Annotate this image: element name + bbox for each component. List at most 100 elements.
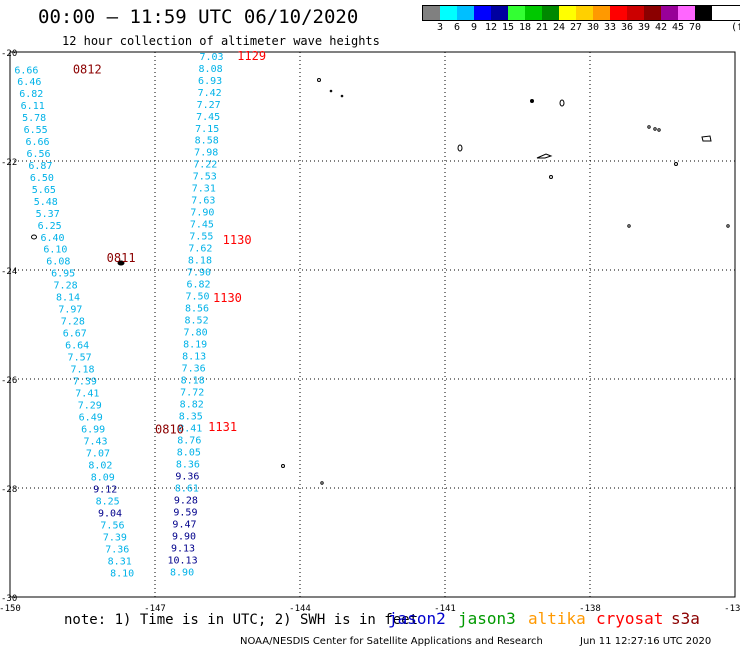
wave-height-label: 7.90: [187, 268, 211, 279]
legend-swatch: [457, 6, 474, 20]
wave-height-label: 7.28: [61, 317, 85, 328]
lat-tick-label: -26: [1, 376, 17, 386]
legend-swatch: [593, 6, 610, 20]
wave-height-label: 6.95: [51, 269, 75, 280]
legend-swatch: [627, 6, 644, 20]
wave-height-label: 6.87: [28, 161, 52, 172]
legend-swatch: [576, 6, 593, 20]
legend-tick-label: 21: [535, 22, 549, 33]
wave-height-label: 7.63: [191, 196, 215, 207]
wave-height-label: 8.41: [178, 424, 202, 435]
island: [726, 224, 730, 228]
wave-height-label: 6.82: [19, 89, 43, 100]
legend-tick-label: 42: [654, 22, 668, 33]
wave-height-label: 6.93: [198, 76, 222, 87]
wave-height-label: 6.64: [65, 341, 89, 352]
wave-height-label: 6.99: [81, 425, 105, 436]
credit-text: NOAA/NESDIS Center for Satellite Applica…: [240, 636, 543, 647]
pass-time-label: 1129: [237, 49, 266, 63]
wave-height-label: 6.08: [46, 257, 70, 268]
island: [117, 260, 125, 266]
wave-height-label: 9.36: [175, 471, 199, 482]
wave-height-label: 8.90: [170, 567, 194, 578]
island: [559, 99, 565, 107]
wave-height-label: 10.13: [167, 555, 197, 566]
wave-height-label: 7.55: [189, 232, 213, 243]
wave-height-label: 8.36: [176, 459, 200, 470]
lat-tick-label: -28: [1, 485, 17, 495]
satellite-name: cryosat: [596, 609, 664, 628]
wave-height-label: 8.18: [188, 256, 212, 267]
legend-tick-label: 45: [671, 22, 685, 33]
footer-note: note: 1) Time is in UTC; 2) SWH is in fe…: [64, 612, 419, 628]
satellite-name: jason2: [388, 609, 446, 628]
map-frame: [9, 51, 736, 598]
wave-height-label: 7.22: [193, 160, 217, 171]
pass-labels: 0812 0811 0810 1129 1130 1130 1131: [73, 49, 266, 437]
wave-height-label: 9.12: [93, 485, 117, 496]
satellite-name: s3a: [671, 609, 700, 628]
pass-time-label: 1130: [213, 291, 242, 305]
wave-height-label: 8.02: [88, 461, 112, 472]
wave-height-label: 7.39: [103, 533, 127, 544]
wave-height-label: 7.97: [58, 305, 82, 316]
legend-tick-label: 18: [518, 22, 532, 33]
wave-height-label: 8.82: [180, 400, 204, 411]
lon-tick-label: -138: [579, 604, 601, 614]
lat-tick-label: -24: [1, 267, 17, 277]
wave-height-label: 9.13: [171, 543, 195, 554]
legend-tick-label: 12: [484, 22, 498, 33]
island: [31, 234, 37, 240]
island: [647, 125, 651, 129]
wave-height-label: 7.72: [180, 388, 204, 399]
lon-tick-label: -147: [144, 604, 166, 614]
altimeter-tracks: 6.666.466.826.115.786.556.666.566.876.50…: [14, 52, 223, 580]
wave-height-label: 7.53: [193, 172, 217, 183]
pass-time-label: 0811: [107, 251, 136, 265]
wave-height-label: 5.78: [22, 113, 46, 124]
wave-height-label: 8.14: [56, 293, 80, 304]
lat-tick-label: -30: [1, 594, 17, 604]
legend-swatch: [440, 6, 457, 20]
wave-height-label: 5.65: [32, 185, 56, 196]
legend-tick-label: 6: [453, 22, 461, 33]
page-title: 00:00 – 11:59 UTC 06/10/2020: [38, 6, 359, 28]
wave-height-label: 5.48: [34, 197, 58, 208]
legend-swatch: [610, 6, 627, 20]
wave-height-label: 8.10: [110, 568, 134, 579]
wave-height-label: 6.46: [17, 77, 41, 88]
island: [536, 153, 553, 159]
wave-height-label: 7.36: [105, 544, 129, 555]
wave-height-label: 7.98: [194, 148, 218, 159]
legend-tick-label: 24: [552, 22, 566, 33]
wave-height-label: 7.31: [192, 184, 216, 195]
wave-height-label: 7.29: [78, 401, 102, 412]
wave-height-label: 6.11: [21, 101, 45, 112]
island: [627, 224, 631, 228]
wave-height-label: 6.66: [26, 137, 50, 148]
wave-height-label: 6.67: [63, 329, 87, 340]
legend-swatch: [559, 6, 576, 20]
wave-height-label: 8.31: [108, 556, 132, 567]
wave-height-label: 6.56: [26, 149, 50, 160]
pass-time-label: 1130: [223, 233, 252, 247]
island: [329, 89, 333, 93]
wave-height-label: 8.35: [179, 412, 203, 423]
island: [340, 94, 344, 98]
wave-height-label: 7.41: [75, 389, 99, 400]
island: [701, 135, 712, 142]
legend-tick-label: 9: [470, 22, 478, 33]
island: [549, 175, 553, 179]
wave-height-label: 8.76: [177, 435, 201, 446]
wave-height-label: 9.04: [98, 509, 122, 520]
lon-tick-label: -141: [434, 604, 456, 614]
wave-height-label: 8.18: [181, 376, 205, 387]
wave-height-label: 7.62: [188, 244, 212, 255]
page-subtitle: 12 hour collection of altimeter wave hei…: [62, 34, 380, 48]
legend-swatch: [423, 6, 440, 20]
legend-tick-label: 30: [586, 22, 600, 33]
legend-swatch: [661, 6, 678, 20]
legend-swatch: [491, 6, 508, 20]
lon-tick-label: -144: [289, 604, 311, 614]
